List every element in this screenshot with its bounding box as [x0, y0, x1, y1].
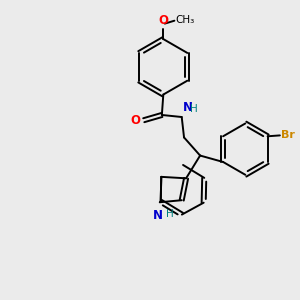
Text: N: N	[153, 209, 164, 222]
Text: O: O	[130, 114, 140, 127]
Text: Br: Br	[281, 130, 295, 140]
Text: O: O	[158, 14, 168, 27]
Text: H: H	[166, 209, 174, 219]
Text: N: N	[183, 101, 193, 114]
Text: H: H	[190, 103, 198, 113]
Text: CH₃: CH₃	[176, 15, 195, 25]
